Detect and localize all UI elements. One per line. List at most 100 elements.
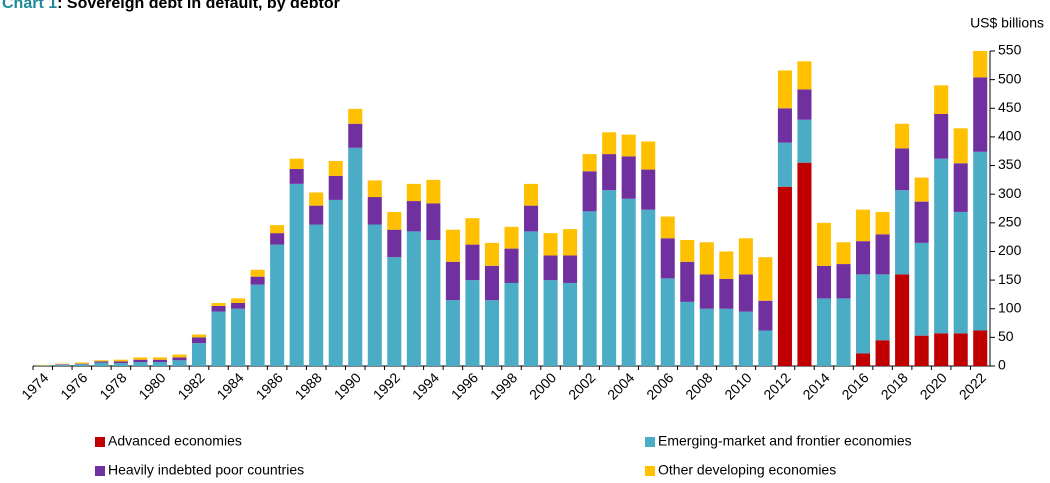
x-tick-label: 2010 <box>721 369 754 402</box>
bar-segment <box>699 308 714 366</box>
bar-segment <box>738 274 753 312</box>
x-tick-label: 1988 <box>292 369 325 402</box>
bar-segment <box>934 333 949 366</box>
bar-segment <box>309 224 324 366</box>
bar-segment <box>74 362 89 364</box>
bar-segment <box>172 360 187 366</box>
bar-segment <box>973 330 988 366</box>
bar-segment <box>133 361 148 366</box>
y-tick-label: 0 <box>998 357 1006 373</box>
bar-segment <box>289 158 304 169</box>
bar-segment <box>582 154 597 172</box>
y-tick-label: 350 <box>998 156 1022 172</box>
x-tick-label: 1994 <box>409 369 442 402</box>
y-tick-label: 200 <box>998 242 1022 258</box>
bar-segment <box>367 197 382 225</box>
bar-segment <box>231 308 246 366</box>
bar-segment <box>133 359 148 362</box>
bar-segment <box>914 177 929 202</box>
x-tick-label: 1974 <box>18 369 51 402</box>
x-tick-label: 1996 <box>448 369 481 402</box>
bar-segment <box>777 142 792 187</box>
bar-segment <box>973 151 988 331</box>
bar-segment <box>602 154 617 191</box>
bar-segment <box>289 183 304 366</box>
bar-segment <box>445 229 460 262</box>
bar-segment <box>250 269 265 277</box>
bar-segment <box>152 357 167 360</box>
bar-segment <box>309 205 324 225</box>
bar-segment <box>113 361 128 364</box>
bar-segment <box>719 308 734 366</box>
bar-segment <box>484 242 500 266</box>
bar-segment <box>699 274 714 309</box>
bar-segment <box>35 365 50 366</box>
bar-segment <box>504 226 519 249</box>
bar-segment <box>523 231 539 366</box>
y-tick-label: 100 <box>998 299 1022 315</box>
y-tick-label: 450 <box>998 99 1022 115</box>
bar-segment <box>445 300 460 366</box>
bar-segment <box>602 132 617 155</box>
x-tick-label: 1998 <box>487 369 520 402</box>
bar-segment <box>973 77 988 152</box>
bar-segment <box>387 229 402 258</box>
bar-segment <box>953 128 968 164</box>
bar-segment <box>406 183 421 202</box>
y-axis-label: US$ billions <box>970 15 1044 31</box>
x-tick-label: 1980 <box>135 369 168 402</box>
bar-segment <box>875 274 890 341</box>
bar-segment <box>738 311 753 366</box>
bar-segment <box>250 276 265 285</box>
bar-segment <box>35 364 50 366</box>
x-tick-label: 2008 <box>682 369 715 402</box>
bar-segment <box>816 222 832 266</box>
bar-segment <box>582 171 597 212</box>
bar-segment <box>875 211 890 235</box>
y-tick-label: 50 <box>998 328 1014 344</box>
bar-segment <box>914 201 929 243</box>
bar-segment <box>856 209 871 242</box>
x-tick-label: 2004 <box>604 369 637 402</box>
x-tick-label: 2002 <box>565 369 598 402</box>
bar-segment <box>660 238 675 279</box>
bar-segment <box>953 333 968 366</box>
bar-segment <box>74 363 89 365</box>
bar-segment <box>719 278 734 309</box>
x-tick-label: 2016 <box>838 369 871 402</box>
bar-segment <box>777 108 792 143</box>
bar-segment <box>895 274 910 366</box>
legend-swatch <box>95 466 105 476</box>
bar-segment <box>914 242 929 336</box>
bar-segment <box>563 229 578 256</box>
bar-segment <box>152 359 167 362</box>
bar-segment <box>211 311 226 366</box>
bar-segment <box>328 175 343 200</box>
chart-label: Chart 1 <box>2 0 57 12</box>
bar-segment <box>250 284 265 366</box>
bar-segment <box>465 244 480 281</box>
bar-segment <box>797 61 812 90</box>
bar-segment <box>406 201 421 232</box>
x-tick-label: 2000 <box>526 369 559 402</box>
y-tick-label: 150 <box>998 271 1022 287</box>
bar-segment <box>875 234 890 275</box>
bar-segment <box>641 141 656 170</box>
bar-segment <box>523 183 539 206</box>
legend-label: Emerging-market and frontier economies <box>658 433 912 449</box>
bar-segment <box>563 282 578 366</box>
chart-title: Chart 1: Sovereign debt in default, by d… <box>2 0 340 12</box>
bar-segment <box>445 261 460 301</box>
bar-segment <box>387 257 402 366</box>
x-tick-label: 2020 <box>917 369 950 402</box>
bar-segment <box>895 123 910 149</box>
bar-segment <box>777 70 792 109</box>
x-tick-label: 2006 <box>643 369 676 402</box>
bar-segment <box>777 186 792 366</box>
bar-segment <box>426 240 441 366</box>
bar-segment <box>523 205 539 232</box>
bar-segment <box>738 238 753 275</box>
y-tick-label: 400 <box>998 128 1022 144</box>
bar-segment <box>953 163 968 212</box>
bar-segment <box>504 248 519 283</box>
